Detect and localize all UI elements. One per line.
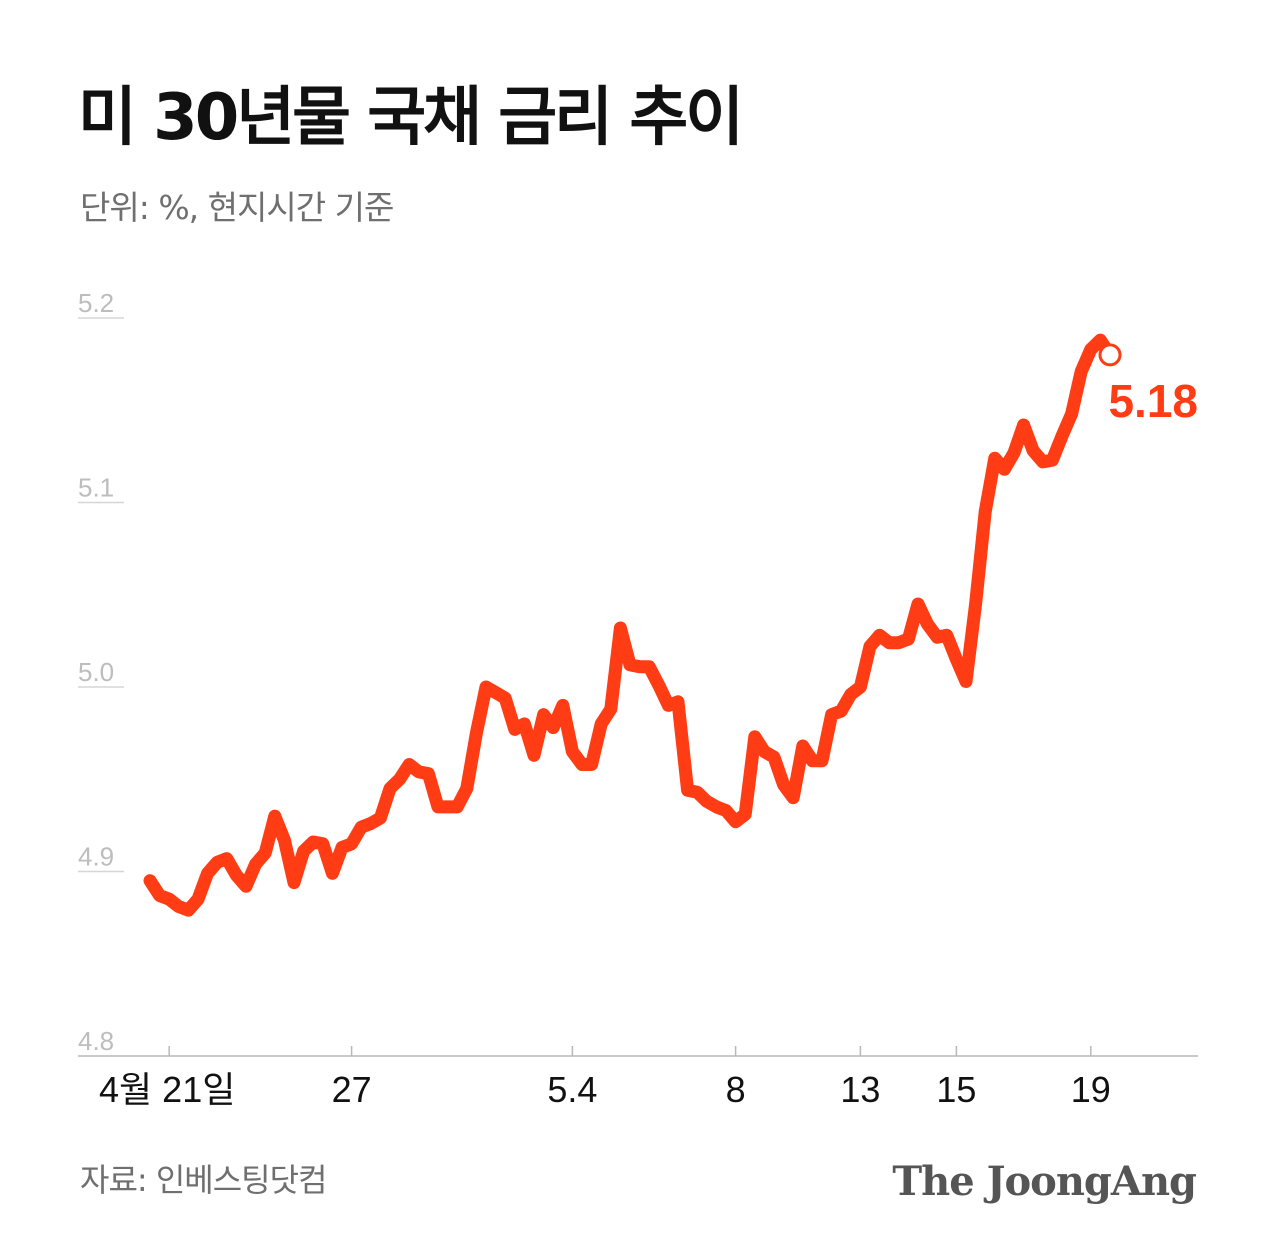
x-tick-label: 8 bbox=[726, 1069, 746, 1110]
chart-subtitle: 단위: %, 현지시간 기준 bbox=[80, 188, 394, 227]
x-axis: 4월 21일 27 5.4 8 13 15 19 bbox=[78, 1046, 1198, 1110]
y-tick-label: 4.9 bbox=[78, 842, 114, 872]
x-tick-label: 19 bbox=[1071, 1069, 1111, 1110]
y-tick-label: 5.2 bbox=[78, 288, 114, 318]
x-tick-label: 4월 21일 bbox=[99, 1069, 235, 1110]
last-value-label: 5.18 bbox=[1108, 375, 1198, 427]
y-tick-label: 5.1 bbox=[78, 473, 114, 503]
series-layer bbox=[143, 333, 1122, 917]
x-tick-label: 27 bbox=[332, 1069, 372, 1110]
y-tick-label: 4.8 bbox=[78, 1026, 114, 1056]
y-tick-label: 5.0 bbox=[78, 657, 114, 687]
label-layer: 5.18 bbox=[1108, 375, 1198, 427]
publisher-logo: The JoongAng bbox=[892, 1158, 1197, 1205]
series-line bbox=[143, 333, 1117, 917]
y-axis-ticks: 4.8 4.9 5.0 5.1 5.2 bbox=[78, 288, 124, 1056]
chart-title: 미 30년물 국채 금리 추이 bbox=[78, 81, 744, 155]
x-tick-label: 13 bbox=[840, 1069, 880, 1110]
last-point-marker bbox=[1098, 343, 1122, 367]
x-tick-label: 5.4 bbox=[547, 1069, 597, 1110]
x-tick-label: 15 bbox=[936, 1069, 976, 1110]
source-note: 자료: 인베스팅닷컴 bbox=[80, 1161, 327, 1199]
